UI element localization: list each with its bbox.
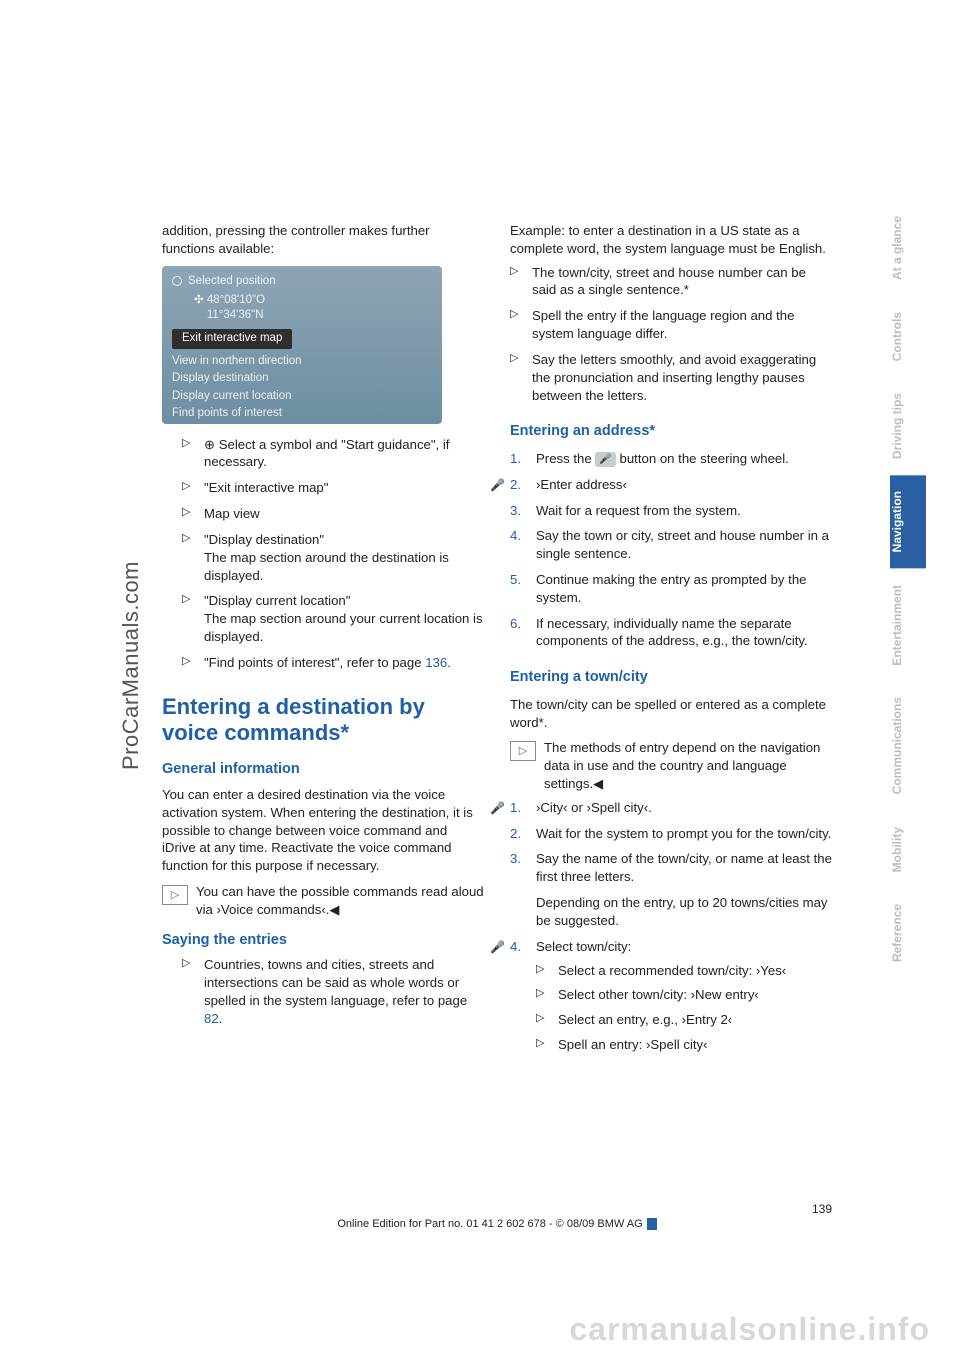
step-item: 5.Continue making the entry as prompted … [510, 571, 832, 607]
voice-icon: 🎤 [490, 800, 505, 816]
step-item: 🎤4.Select town/city:Select a recommended… [510, 938, 832, 1054]
watermark-bottom: carmanualsonline.info [569, 1311, 930, 1348]
step-number: 1. [510, 450, 521, 468]
coords: ✣ 48°08'10"O ✣ 11°34'36"N [194, 293, 432, 323]
saying-bullets: Countries, towns and cities, streets and… [182, 956, 484, 1027]
step-item: 3.Wait for a request from the system. [510, 502, 832, 520]
step-number: 2. [510, 476, 521, 494]
bullet-item: The town/city, street and house number c… [510, 264, 832, 300]
voice-button-icon: 🎤 [595, 452, 615, 468]
info-text-2: The methods of entry depend on the navig… [544, 740, 820, 791]
sub-bullets: Select a recommended town/city: ›Yes‹ Sel… [536, 962, 832, 1054]
step-item: 🎤1.›City‹ or ›Spell city‹. [510, 799, 832, 817]
step-item: 4.Say the town or city, street and house… [510, 527, 832, 563]
town-steps: 🎤1.›City‹ or ›Spell city‹. 2.Wait for the… [510, 799, 832, 1054]
left-column: addition, pressing the controller makes … [162, 222, 484, 1062]
symbol-icon: ⊕ [204, 437, 215, 452]
step-number: 5. [510, 571, 521, 589]
step-number: 3. [510, 850, 521, 868]
info-icon: ▷ [162, 885, 188, 905]
content: addition, pressing the controller makes … [162, 222, 832, 1062]
watermark-left: ProCarManuals.com [118, 561, 144, 770]
town-para: The town/city can be spelled or entered … [510, 696, 832, 732]
tab-mobility[interactable]: Mobility [890, 811, 926, 888]
step-item: 1.Press the 🎤 button on the steering whe… [510, 450, 832, 468]
step-item: 🎤2.›Enter address‹ [510, 476, 832, 494]
tab-driving-tips[interactable]: Driving tips [890, 377, 926, 475]
screenshot-row: Display current location [172, 388, 432, 406]
right-top-bullets: The town/city, street and house number c… [510, 264, 832, 405]
section-heading: Entering a destination by voice commands… [162, 694, 484, 747]
step-number: 1. [510, 799, 521, 817]
tab-controls[interactable]: Controls [890, 296, 926, 377]
back-icon [172, 276, 182, 286]
step-item: 3.Say the name of the town/city, or name… [510, 850, 832, 929]
bullet-item: ⊕ Select a symbol and "Start guidance", … [182, 436, 484, 472]
info-icon: ▷ [510, 741, 536, 761]
bullet-item: "Display destination"The map section aro… [182, 531, 484, 584]
info-text: You can have the possible commands read … [196, 884, 484, 917]
tab-navigation[interactable]: Navigation [890, 475, 926, 568]
subheading-town: Entering a town/city [510, 668, 832, 688]
page: { "watermarks": { "left": "ProCarManuals… [0, 0, 960, 1358]
side-tabs: At a glanceControlsDriving tipsNavigatio… [890, 200, 926, 978]
example-para: Example: to enter a destination in a US … [510, 222, 832, 258]
page-number: 139 [812, 1202, 832, 1216]
footer-line: Online Edition for Part no. 01 41 2 602 … [337, 1218, 642, 1230]
sub-bullet: Select an entry, e.g., ›Entry 2‹ [536, 1011, 832, 1029]
subheading-address: Entering an address* [510, 422, 832, 442]
voice-icon: 🎤 [490, 939, 505, 955]
tab-communications[interactable]: Communications [890, 681, 926, 810]
selected-row: Exit interactive map [172, 329, 292, 349]
screenshot-row: Display destination [172, 370, 432, 388]
bullet-item: Countries, towns and cities, streets and… [182, 956, 484, 1027]
tab-entertainment[interactable]: Entertainment [890, 569, 926, 682]
coord1: 48°08'10"O [207, 294, 265, 306]
bullet-item: Spell the entry if the language region a… [510, 307, 832, 343]
sub-bullet: Select other town/city: ›New entry‹ [536, 986, 832, 1004]
page-link[interactable]: 136 [425, 655, 447, 670]
address-steps: 1.Press the 🎤 button on the steering whe… [510, 450, 832, 650]
step-number: 4. [510, 938, 521, 956]
page-link[interactable]: 82 [204, 1011, 219, 1026]
screenshot-title: Selected position [188, 274, 276, 290]
screenshot-row: Find points of interest [172, 405, 432, 423]
bullet-item: "Display current location"The map sectio… [182, 592, 484, 645]
phi-icon: ✣ [194, 294, 207, 306]
step-extra: Depending on the entry, up to 20 towns/c… [536, 894, 832, 930]
coord2: 11°34'36"N [207, 309, 264, 321]
general-para: You can enter a desired destination via … [162, 786, 484, 875]
bullet-item: "Exit interactive map" [182, 479, 484, 497]
step-number: 3. [510, 502, 521, 520]
right-column: Example: to enter a destination in a US … [510, 222, 832, 1062]
info-box: ▷ You can have the possible commands rea… [162, 883, 484, 919]
info-box-2: ▷ The methods of entry depend on the nav… [510, 739, 832, 792]
nav-screenshot: Selected position ✣ 48°08'10"O ✣ 11°34'3… [162, 266, 442, 424]
tab-reference[interactable]: Reference [890, 888, 926, 978]
left-bullets: ⊕ Select a symbol and "Start guidance", … [182, 436, 484, 672]
tab-at-a-glance[interactable]: At a glance [890, 200, 926, 296]
footer-bar-icon [647, 1218, 657, 1230]
step-item: 6.If necessary, individually name the se… [510, 615, 832, 651]
subheading-saying: Saying the entries [162, 931, 484, 951]
sub-bullet: Select a recommended town/city: ›Yes‹ [536, 962, 832, 980]
step-item: 2.Wait for the system to prompt you for … [510, 825, 832, 843]
screenshot-header: Selected position [172, 274, 432, 290]
step-number: 4. [510, 527, 521, 545]
voice-icon: 🎤 [490, 477, 505, 493]
intro-text: addition, pressing the controller makes … [162, 222, 484, 258]
step-number: 6. [510, 615, 521, 633]
bullet-item: "Find points of interest", refer to page… [182, 654, 484, 672]
footer: 139 Online Edition for Part no. 01 41 2 … [162, 1218, 832, 1230]
subheading-general: General information [162, 760, 484, 780]
bullet-item: Say the letters smoothly, and avoid exag… [510, 351, 832, 404]
screenshot-row: View in northern direction [172, 353, 432, 371]
bullet-item: Map view [182, 505, 484, 523]
sub-bullet: Spell an entry: ›Spell city‹ [536, 1036, 832, 1054]
step-number: 2. [510, 825, 521, 843]
